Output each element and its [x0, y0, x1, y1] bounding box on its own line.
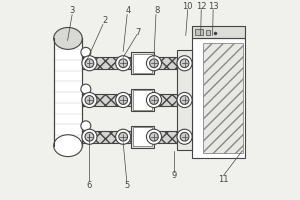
- Bar: [206, 30, 210, 35]
- Circle shape: [116, 129, 131, 144]
- Bar: [82, 57, 177, 69]
- Circle shape: [119, 132, 128, 141]
- Text: 4: 4: [125, 6, 131, 15]
- Text: 10: 10: [182, 2, 193, 11]
- Bar: [133, 127, 152, 146]
- Bar: [177, 50, 192, 150]
- Circle shape: [82, 56, 97, 71]
- Circle shape: [116, 56, 131, 71]
- Text: 6: 6: [87, 181, 92, 190]
- Bar: [82, 94, 177, 106]
- Ellipse shape: [54, 28, 82, 49]
- Text: 2: 2: [103, 16, 108, 25]
- Text: 12: 12: [196, 2, 207, 11]
- Circle shape: [85, 59, 94, 68]
- Circle shape: [82, 129, 97, 144]
- Circle shape: [180, 59, 189, 68]
- Text: 7: 7: [135, 28, 141, 37]
- Bar: [133, 90, 152, 110]
- Circle shape: [119, 59, 128, 68]
- Bar: [82, 131, 177, 143]
- Circle shape: [177, 92, 192, 108]
- Bar: [192, 38, 245, 158]
- Text: 8: 8: [154, 6, 160, 15]
- Bar: [133, 54, 152, 73]
- Text: 11: 11: [218, 175, 229, 184]
- Circle shape: [119, 96, 128, 104]
- Circle shape: [177, 56, 192, 71]
- Bar: [202, 43, 243, 153]
- Circle shape: [81, 121, 91, 131]
- Circle shape: [85, 132, 94, 141]
- Circle shape: [81, 47, 91, 57]
- Circle shape: [150, 132, 158, 141]
- Circle shape: [82, 92, 97, 108]
- Circle shape: [85, 96, 94, 104]
- Bar: [54, 38, 82, 146]
- Bar: [192, 26, 245, 38]
- Circle shape: [180, 96, 189, 104]
- Bar: [131, 89, 154, 111]
- Circle shape: [146, 56, 161, 71]
- Circle shape: [150, 59, 158, 68]
- Circle shape: [150, 96, 158, 104]
- Circle shape: [116, 92, 131, 108]
- Ellipse shape: [54, 135, 82, 157]
- Bar: [131, 126, 154, 148]
- Text: 5: 5: [124, 181, 130, 190]
- Text: 13: 13: [208, 2, 219, 11]
- Text: 9: 9: [171, 171, 176, 180]
- Circle shape: [177, 129, 192, 144]
- Circle shape: [146, 129, 161, 144]
- Bar: [195, 29, 203, 35]
- Bar: [131, 52, 154, 74]
- Circle shape: [180, 132, 189, 141]
- Text: 3: 3: [70, 6, 75, 15]
- Circle shape: [146, 92, 161, 108]
- Circle shape: [81, 84, 91, 94]
